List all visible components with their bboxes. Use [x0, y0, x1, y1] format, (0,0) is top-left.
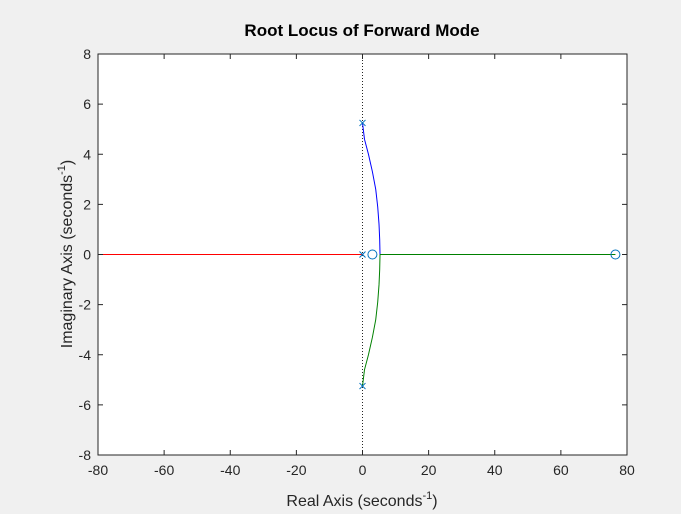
x-axis-title: Real Axis (seconds-1) — [286, 490, 437, 510]
y-tick-label: 8 — [83, 46, 91, 62]
x-tick-label: -40 — [220, 462, 240, 478]
x-axis-title-text: Real Axis (seconds — [286, 493, 422, 510]
x-axis-title-close: ) — [432, 493, 437, 510]
y-axis-title-close: ) — [59, 160, 76, 165]
x-axis-title-superscript: -1 — [422, 490, 432, 502]
x-tick-label: 20 — [421, 462, 437, 478]
locus-branch-1 — [362, 122, 381, 255]
locus-series — [98, 122, 616, 387]
x-tick-label: 80 — [619, 462, 635, 478]
y-tick-label: 4 — [83, 146, 91, 162]
zero-marker-2 — [610, 249, 621, 260]
x-tick-label: 60 — [553, 462, 569, 478]
y-tick-label: -2 — [79, 297, 92, 313]
y-axis-title-text: Imaginary Axis (seconds — [59, 175, 76, 348]
y-tick-label: -4 — [79, 347, 92, 363]
x-tick-label: -20 — [286, 462, 306, 478]
chart-title: Root Locus of Forward Mode — [244, 21, 479, 40]
x-tick-label: 40 — [487, 462, 503, 478]
x-tick-label: -80 — [88, 462, 108, 478]
pole-zero-markers — [359, 119, 621, 390]
locus-branch-2 — [362, 254, 381, 387]
pole-marker-1 — [359, 119, 366, 127]
x-tick-label: 0 — [359, 462, 367, 478]
zero-marker-1 — [367, 249, 378, 260]
y-tick-label: -8 — [79, 447, 92, 463]
y-tick-label: -6 — [79, 397, 92, 413]
pole-marker-2 — [359, 382, 366, 390]
y-ticks: -8 -6 -4 -2 0 2 4 6 8 — [79, 46, 627, 463]
x-ticks: -80 -60 -40 -20 0 20 40 60 80 — [88, 54, 635, 478]
y-axis-title-superscript: -1 — [56, 165, 68, 175]
pole-marker-3 — [359, 251, 366, 258]
x-tick-label: -60 — [154, 462, 174, 478]
y-tick-label: 0 — [83, 247, 91, 263]
y-tick-label: 6 — [83, 96, 91, 112]
y-tick-label: 2 — [83, 196, 91, 212]
y-axis-title: Imaginary Axis (seconds-1) — [56, 160, 76, 349]
